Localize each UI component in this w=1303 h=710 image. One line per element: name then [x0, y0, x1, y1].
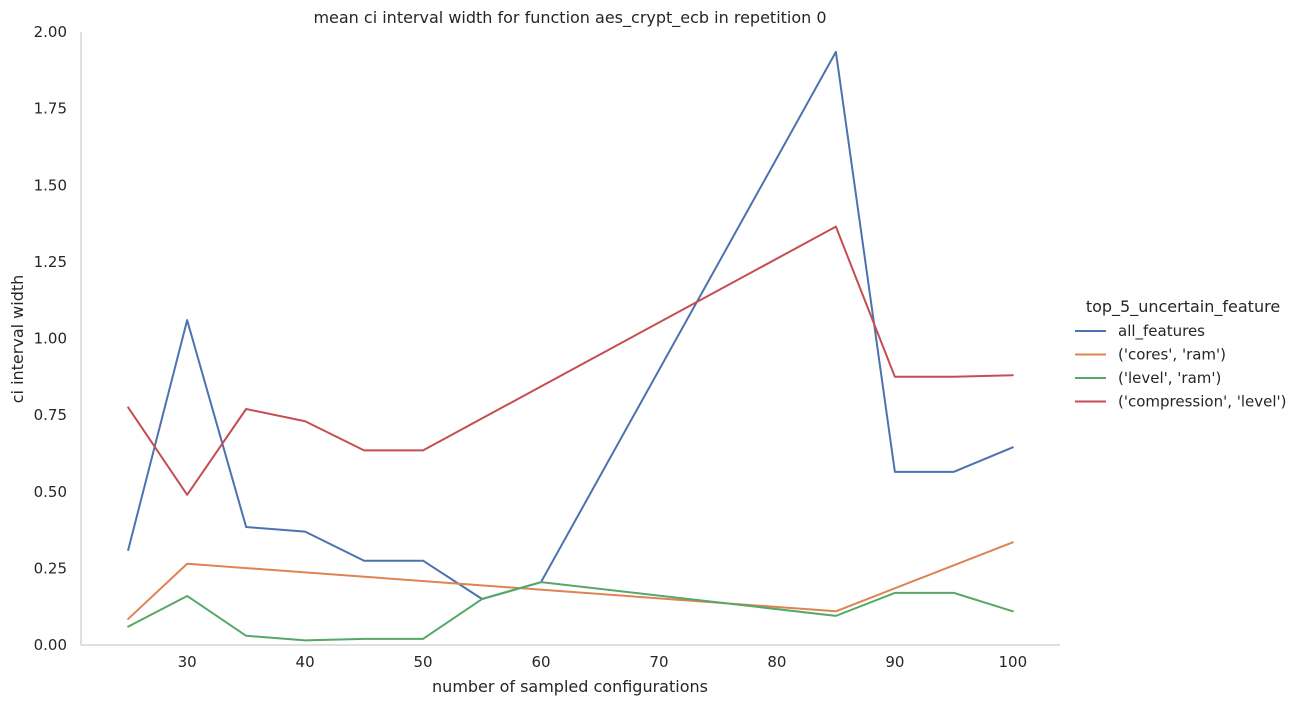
- series-lines: [127, 50, 1014, 642]
- y-tick-label: 1.50: [34, 176, 67, 194]
- legend: top_5_uncertain_feature all_features ('co…: [1075, 297, 1287, 411]
- legend-items: all_features ('cores', 'ram') ('level', 'r…: [1075, 322, 1287, 411]
- x-tick-label: 80: [767, 653, 786, 671]
- x-tick-label: 30: [178, 653, 197, 671]
- y-tick-label: 0.75: [34, 406, 67, 424]
- legend-label: ('cores', 'ram'): [1118, 346, 1226, 364]
- series-line-1: [127, 541, 1014, 620]
- legend-label: ('level', 'ram'): [1118, 369, 1221, 387]
- x-tick-label: 60: [531, 653, 550, 671]
- y-tick-label: 1.25: [34, 253, 67, 271]
- y-tick-label: 1.75: [34, 100, 67, 118]
- x-tick-label: 40: [296, 653, 315, 671]
- x-tick-label: 100: [998, 653, 1027, 671]
- y-tick-label: 0.50: [34, 483, 67, 501]
- series-line-3: [127, 225, 1014, 496]
- legend-label: ('compression', 'level'): [1118, 393, 1287, 411]
- x-tick-label: 90: [885, 653, 904, 671]
- x-axis-label: number of sampled configurations: [432, 677, 708, 696]
- x-tick-labels: 30 40 50 60 70 80 90 100: [178, 653, 1028, 671]
- y-tick-label: 0.25: [34, 559, 67, 577]
- series-line-0: [127, 50, 1014, 601]
- y-tick-labels: 0.00 0.25 0.50 0.75 1.00 1.25 1.50 1.75 2.00: [34, 23, 67, 654]
- plot-area: 0.00 0.25 0.50 0.75 1.00 1.25 1.50 1.75 2.00 30 4…: [34, 23, 1060, 671]
- series-line-2: [127, 581, 1014, 642]
- y-tick-label: 1.00: [34, 330, 67, 348]
- y-tick-label: 0.00: [34, 636, 67, 654]
- x-tick-label: 70: [649, 653, 668, 671]
- y-axis-label: ci interval width: [8, 275, 27, 404]
- x-tick-label: 50: [414, 653, 433, 671]
- chart-title: mean ci interval width for function aes_…: [313, 8, 826, 28]
- y-tick-label: 2.00: [34, 23, 67, 41]
- legend-title: top_5_uncertain_feature: [1086, 297, 1280, 317]
- legend-label: all_features: [1118, 322, 1205, 341]
